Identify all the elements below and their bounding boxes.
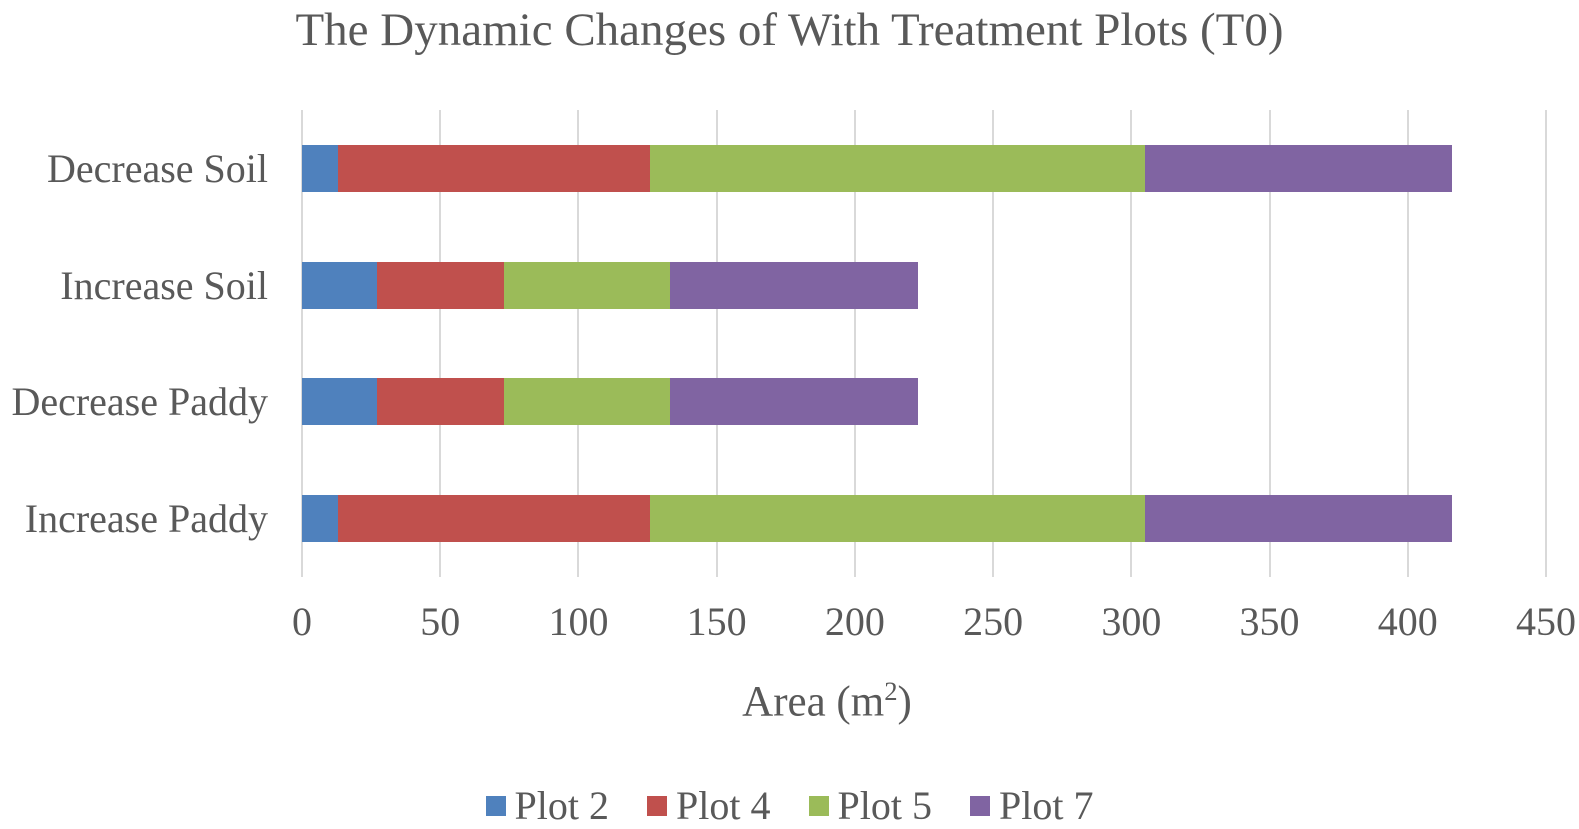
bar-segment-plot-5 [650,144,1146,192]
bar-segment-plot-2 [302,495,338,543]
category-label-increase-soil: Increase Soil [60,262,268,308]
gridline-350 [1268,110,1271,577]
gridline-450 [1545,110,1547,577]
bar-segment-plot-5 [503,261,670,309]
category-label-increase-paddy: Increase Paddy [24,496,268,542]
bar-segment-plot-4 [376,378,504,426]
bar-row-decrease-paddy [302,378,919,426]
bar-segment-plot-5 [503,378,670,426]
bar-segment-plot-2 [302,144,338,192]
legend-item-plot-7: Plot 7 [969,782,1094,829]
x-tick-label-250: 250 [963,599,1024,644]
x-tick-label-350: 350 [1239,599,1300,644]
gridline-0 [301,110,303,577]
bar-segment-plot-7 [1145,144,1452,192]
bar-row-decrease-soil [302,144,1452,192]
x-axis-title-superscript: 2 [884,676,898,706]
bar-segment-plot-4 [376,261,504,309]
gridline-300 [1130,110,1133,577]
gridline-150 [715,110,718,577]
bar-segment-plot-4 [337,144,651,192]
x-tick-label-300: 300 [1101,599,1162,644]
x-tick-label-200: 200 [824,599,885,644]
x-tick-label-450: 450 [1516,599,1576,644]
bar-row-increase-paddy [302,495,1452,543]
bar-segment-plot-4 [337,495,651,543]
gridline-400 [1406,110,1409,577]
x-axis-title: Area (m2) [627,676,1027,726]
x-tick-label-100: 100 [548,599,609,644]
gridline-200 [853,110,856,577]
gridline-100 [577,110,580,577]
bar-segment-plot-2 [302,261,377,309]
legend-item-plot-5: Plot 5 [808,782,932,829]
legend-item-plot-2: Plot 2 [485,782,610,829]
legend-item-plot-4: Plot 4 [647,782,771,829]
chart-title: The Dynamic Changes of With Treatment Pl… [295,4,1284,56]
x-axis-title-text: Area (m [742,678,885,726]
legend-label-plot-2: Plot 2 [514,783,610,828]
category-label-decrease-paddy: Decrease Paddy [11,379,268,425]
bar-segment-plot-7 [1145,495,1452,543]
bar-segment-plot-2 [302,378,377,426]
x-tick-label-50: 50 [420,599,461,644]
legend-swatch-plot-4 [647,795,668,816]
legend-label-plot-4: Plot 4 [676,783,771,828]
legend-label-plot-5: Plot 5 [837,783,932,828]
legend-swatch-plot-2 [485,795,506,816]
x-axis-title-close-paren: ) [897,678,912,726]
legend: Plot 2 Plot 4 Plot 5 Plot 7 [0,782,1579,829]
category-label-decrease-soil: Decrease Soil [46,145,268,191]
bar-segment-plot-7 [669,378,919,426]
x-tick-label-400: 400 [1377,599,1438,644]
legend-label-plot-7: Plot 7 [998,783,1094,828]
legend-swatch-plot-7 [969,795,990,816]
gridline-250 [992,110,995,577]
gridline-50 [439,110,442,577]
x-tick-label-150: 150 [686,599,747,644]
legend-swatch-plot-5 [808,795,829,816]
bar-segment-plot-7 [669,261,919,309]
bar-row-increase-soil [302,261,919,309]
x-tick-label-0: 0 [292,599,312,644]
bar-segment-plot-5 [650,495,1146,543]
